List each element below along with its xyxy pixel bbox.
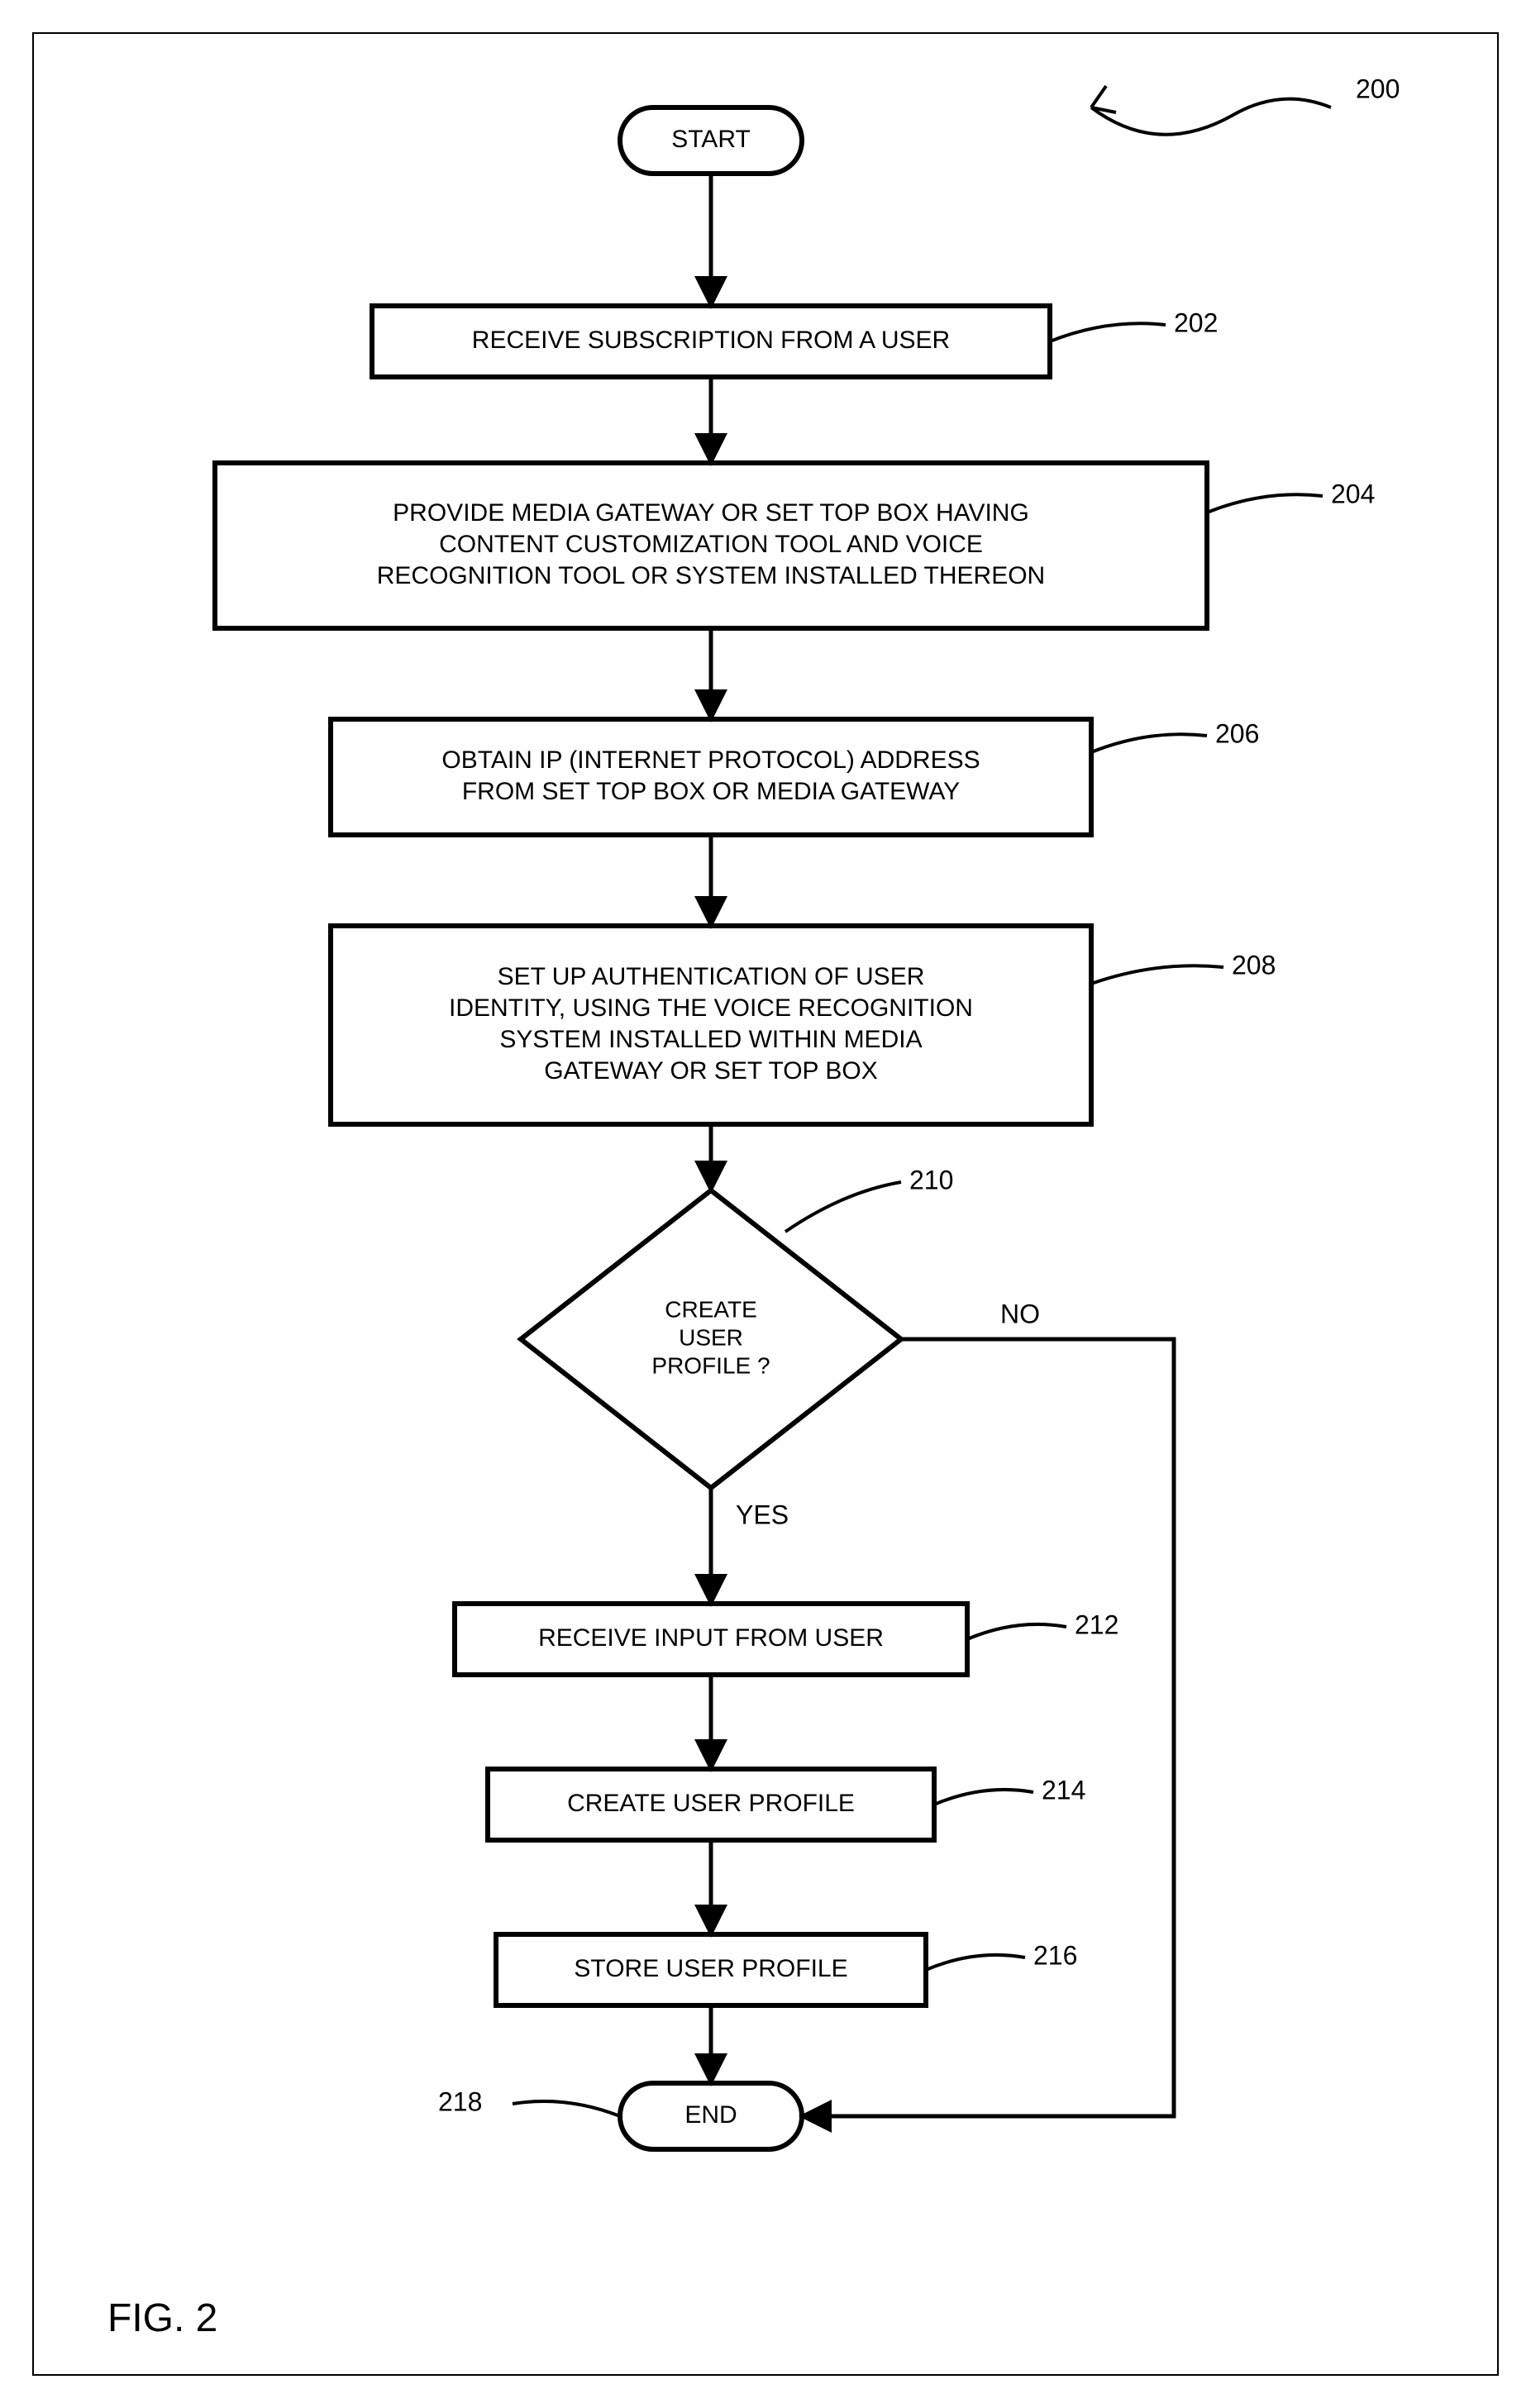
ref-202: 202	[1174, 308, 1218, 337]
svg-text:GATEWAY OR SET TOP BOX: GATEWAY OR SET TOP BOX	[544, 1057, 877, 1085]
terminal-start-label: START	[671, 126, 751, 153]
svg-text:IDENTITY, USING THE VOICE RECO: IDENTITY, USING THE VOICE RECOGNITION	[449, 994, 973, 1022]
svg-text:SET UP AUTHENTICATION OF USER: SET UP AUTHENTICATION OF USER	[498, 963, 925, 990]
ref-218: 218	[438, 2086, 482, 2116]
svg-text:PROFILE ?: PROFILE ?	[651, 1352, 770, 1378]
leader-204	[1207, 494, 1323, 513]
ref-216: 216	[1033, 1940, 1077, 1970]
flowchart-figure: 200 START RECEIVE SUBSCRIPTION FROM A USER…	[0, 0, 1531, 2408]
arrow-no-bypass	[802, 1339, 1174, 2116]
label-no: NO	[1000, 1299, 1040, 1328]
svg-text:SYSTEM INSTALLED WITHIN MEDIA: SYSTEM INSTALLED WITHIN MEDIA	[499, 1026, 922, 1053]
svg-text:RECEIVE INPUT FROM USER: RECEIVE INPUT FROM USER	[538, 1624, 884, 1652]
ref-214: 214	[1042, 1775, 1085, 1805]
svg-text:CREATE USER PROFILE: CREATE USER PROFILE	[567, 1790, 855, 1817]
leader-208	[1091, 966, 1223, 984]
leader-210	[785, 1182, 901, 1232]
svg-text:CREATE: CREATE	[665, 1296, 757, 1322]
ref-206: 206	[1215, 718, 1259, 748]
figure-label: FIG. 2	[107, 2296, 217, 2340]
ref-204: 204	[1331, 479, 1375, 508]
leader-200	[1091, 99, 1331, 135]
svg-text:STORE USER PROFILE: STORE USER PROFILE	[574, 1955, 847, 1982]
svg-text:OBTAIN IP (INTERNET PROTOCOL): OBTAIN IP (INTERNET PROTOCOL) ADDRESS	[441, 746, 980, 774]
svg-text:CONTENT CUSTOMIZATION TOOL AND: CONTENT CUSTOMIZATION TOOL AND VOICE	[439, 531, 983, 558]
ref-212: 212	[1075, 1609, 1118, 1639]
leader-214	[934, 1790, 1033, 1805]
leader-202	[1050, 323, 1166, 341]
svg-text:RECEIVE SUBSCRIPTION FROM A US: RECEIVE SUBSCRIPTION FROM A USER	[472, 327, 950, 354]
svg-text:PROVIDE MEDIA GATEWAY OR SET T: PROVIDE MEDIA GATEWAY OR SET TOP BOX HAV…	[393, 499, 1029, 527]
page-frame	[33, 33, 1498, 2375]
terminal-end-label: END	[684, 2101, 737, 2129]
svg-text:FROM SET TOP BOX OR MEDIA GATE: FROM SET TOP BOX OR MEDIA GATEWAY	[462, 778, 960, 805]
leader-212	[967, 1624, 1066, 1639]
leader-206	[1091, 734, 1207, 752]
leader-216	[926, 1955, 1025, 1970]
ref-200: 200	[1356, 74, 1400, 103]
label-yes: YES	[736, 1500, 789, 1529]
ref-208: 208	[1232, 950, 1276, 980]
svg-text:USER: USER	[679, 1324, 743, 1350]
leader-218	[513, 2101, 620, 2116]
ref-210: 210	[909, 1165, 953, 1194]
svg-text:RECOGNITION TOOL OR SYSTEM INS: RECOGNITION TOOL OR SYSTEM INSTALLED THE…	[377, 562, 1045, 589]
